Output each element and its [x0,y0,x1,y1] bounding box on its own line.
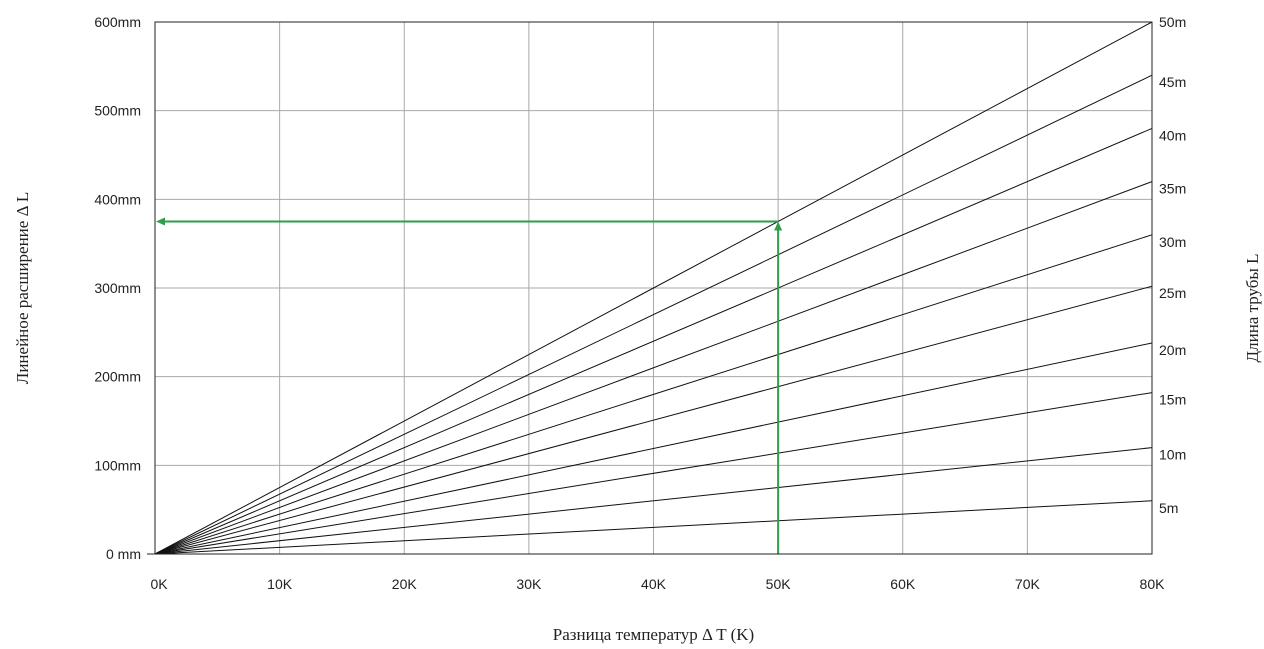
series-line-10m [154,447,1153,555]
series-line-40m [154,127,1153,555]
y-tick-label: 400mm [94,191,141,207]
series-label: 25m [1159,285,1186,301]
series-lines [154,21,1153,555]
series-line-5m [154,500,1153,555]
x-tick-label: 40K [641,576,667,592]
x-axis-title: Разница температур Δ T (K) [553,625,754,644]
series-label: 45m [1159,74,1186,90]
x-tick-label: 10K [267,576,293,592]
y2-axis-title: Длина трубы L [1243,254,1262,363]
series-line-30m [154,234,1153,555]
x-tick-label: 20K [392,576,418,592]
y-tick-label: 300mm [94,280,141,296]
y-tick-label: 200mm [94,369,141,385]
series-line-20m [154,342,1153,555]
series-line-25m [154,285,1153,555]
series-label: 10m [1159,447,1186,463]
y-tick-label: 100mm [94,457,141,473]
plot-frame [154,21,1153,555]
x-tick-label: 60K [890,576,916,592]
series-line-45m [154,74,1153,555]
y-tick-label: 0 mm [106,546,141,562]
series-labels: 5m 10m 15m 20m 25m 30m 35m 40m 45m 50m [1159,14,1186,516]
example-left-arrowhead [156,217,165,226]
series-label: 5m [1159,500,1178,516]
x-tick-label: 70K [1015,576,1041,592]
example-reading [156,217,783,554]
series-line-15m [154,392,1153,555]
example-up-arrowhead [774,221,783,231]
series-label: 40m [1159,127,1186,143]
y-axis-title: Линейное расширение Δ L [13,192,32,384]
y-tick-label: 500mm [94,103,141,119]
series-line-35m [154,181,1153,555]
x-tick-labels: 0K 10K 20K 30K 40K 50K 60K 70K 80K [150,576,1165,592]
series-line-50m [154,21,1153,555]
series-label: 30m [1159,234,1186,250]
x-tick-label: 80K [1140,576,1166,592]
x-tick-label: 0K [150,576,168,592]
x-tick-label: 50K [766,576,792,592]
series-label: 50m [1159,14,1186,30]
series-label: 35m [1159,181,1186,197]
y-tick-label: 600mm [94,14,141,30]
x-tick-label: 30K [516,576,542,592]
series-label: 20m [1159,342,1186,358]
y-tick-labels: 0 mm 100mm 200mm 300mm 400mm 500mm 600mm [94,14,155,562]
series-label: 15m [1159,392,1186,408]
